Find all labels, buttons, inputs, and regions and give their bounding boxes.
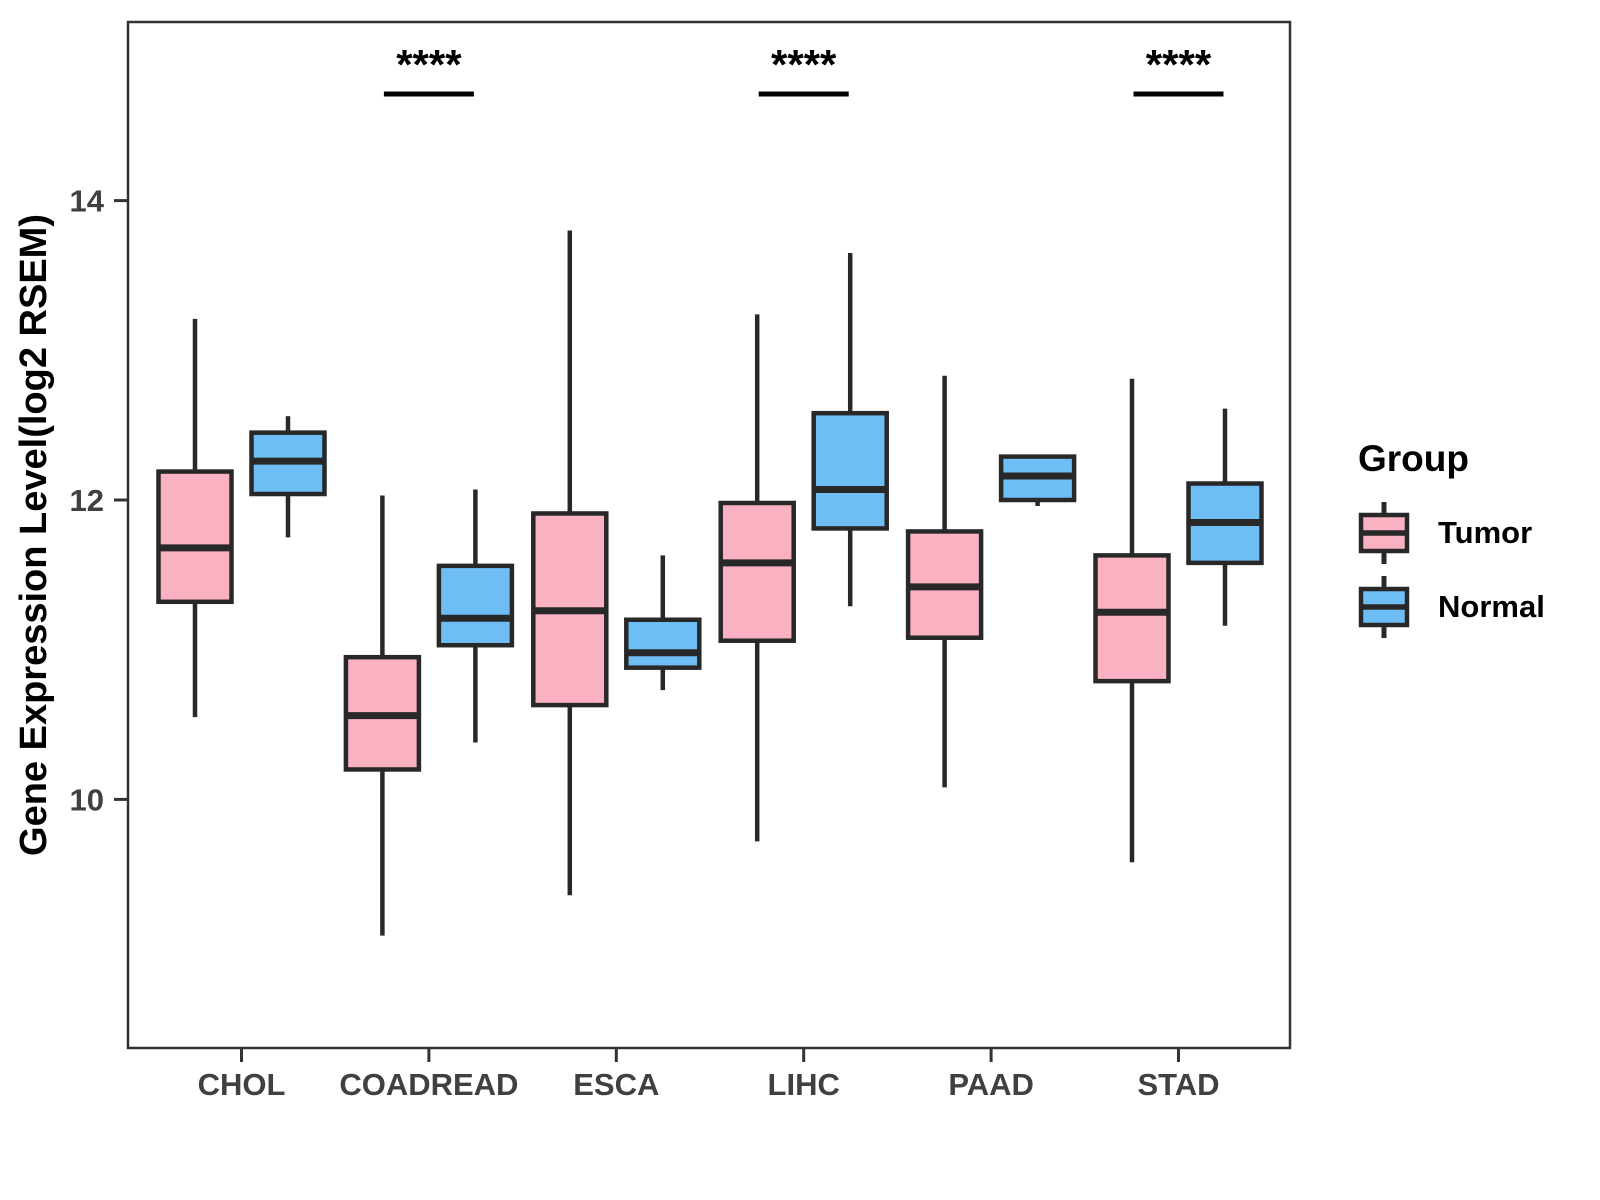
x-tick-label-PAAD: PAAD: [948, 1067, 1034, 1102]
y-tick-label-10: 10: [70, 782, 104, 817]
normal-boxplot-key-icon: [1358, 576, 1410, 638]
y-tick-label-14: 14: [70, 184, 105, 219]
significance-stars-STAD: ****: [1146, 41, 1212, 88]
box-tumor-STAD: [1093, 553, 1171, 684]
x-tick-label-COADREAD: COADREAD: [339, 1067, 518, 1102]
significance-stars-LIHC: ****: [771, 41, 837, 88]
box-tumor-CHOL: [156, 469, 234, 605]
significance-stars-COADREAD: ****: [396, 41, 462, 88]
legend-label-normal: Normal: [1438, 589, 1545, 624]
box-tumor-LIHC: [718, 500, 796, 643]
legend-item-tumor: Tumor: [1352, 500, 1545, 566]
x-tick-label-ESCA: ESCA: [573, 1067, 659, 1102]
legend-title: Group: [1358, 438, 1469, 479]
legend-item-normal: Normal: [1352, 574, 1545, 640]
box-normal-COADREAD: [436, 563, 515, 648]
x-tick-label-STAD: STAD: [1137, 1067, 1219, 1102]
legend-label-tumor: Tumor: [1438, 515, 1533, 550]
tumor-boxplot-key-icon: [1358, 502, 1410, 564]
box-normal-ESCA: [624, 617, 702, 670]
plot-panel-border: [126, 20, 1292, 1050]
x-tick-label-LIHC: LIHC: [768, 1067, 840, 1102]
y-axis-title: Gene Expression Level(log2 RSEM): [13, 214, 55, 856]
legend: Group Tumor Normal: [1352, 438, 1545, 648]
box-normal-LIHC: [811, 410, 889, 531]
x-tick-label-CHOL: CHOL: [198, 1067, 286, 1102]
y-tick-label-12: 12: [70, 483, 104, 518]
